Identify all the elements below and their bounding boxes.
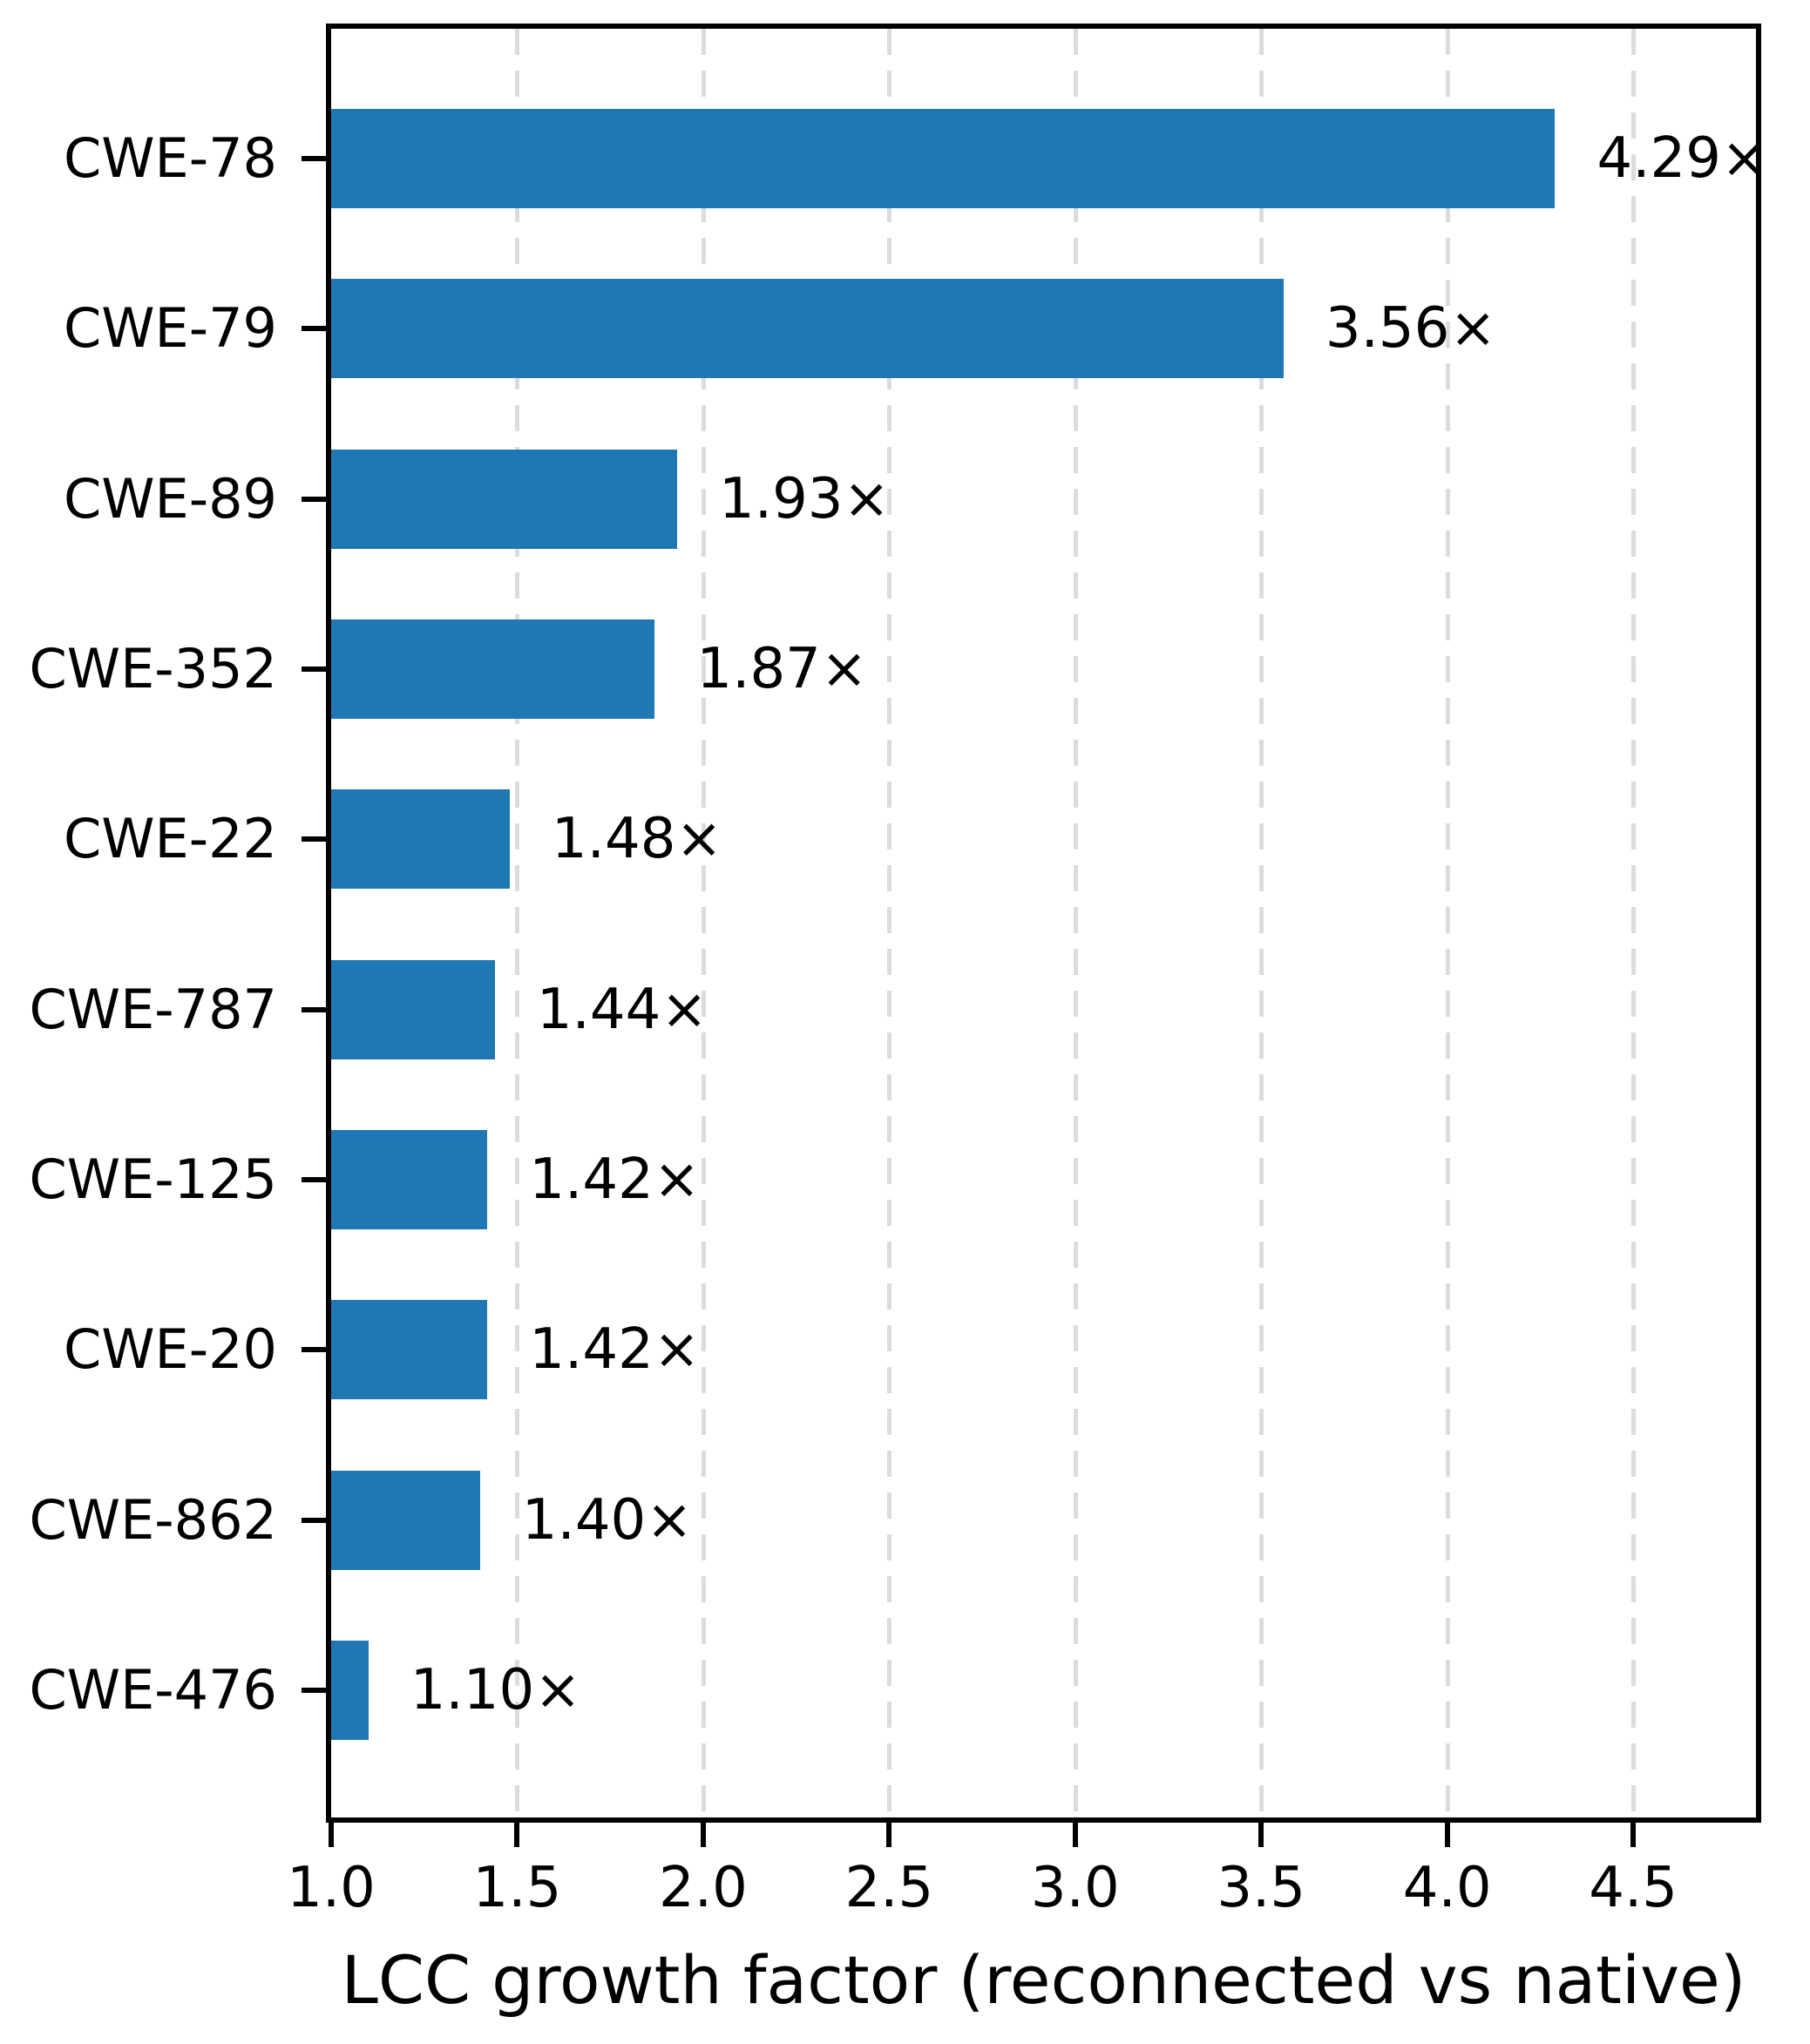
bar-value-label-cwe-78: 4.29× (1596, 126, 1768, 191)
category-label-cwe-20: CWE-20 (63, 1317, 277, 1382)
x-tick-2.0 (700, 1823, 706, 1847)
bar-value-label-cwe-125: 1.42× (529, 1147, 701, 1212)
bar-cwe-79 (331, 279, 1284, 379)
bar-cwe-22 (331, 789, 510, 890)
bar-value-label-cwe-22: 1.48× (551, 807, 723, 872)
bar-cwe-89 (331, 449, 677, 549)
x-tick-label-3.5: 3.5 (1217, 1856, 1306, 1920)
category-label-cwe-862: CWE-862 (29, 1487, 277, 1552)
bar-cwe-787 (331, 959, 495, 1059)
gridline-x-2 (701, 29, 706, 1817)
y-tick-cwe-22 (302, 836, 328, 843)
y-tick-cwe-862 (302, 1517, 328, 1523)
bar-cwe-476 (331, 1641, 369, 1740)
x-tick-3.5 (1258, 1823, 1264, 1847)
y-tick-cwe-787 (302, 1006, 328, 1012)
category-label-cwe-89: CWE-89 (63, 466, 277, 531)
y-tick-cwe-78 (302, 156, 328, 161)
y-tick-cwe-79 (302, 326, 328, 332)
x-tick-label-4.0: 4.0 (1402, 1856, 1492, 1920)
gridline-x-4 (1445, 29, 1450, 1817)
y-tick-cwe-20 (302, 1347, 328, 1353)
y-tick-cwe-89 (302, 496, 328, 502)
x-tick-label-1.0: 1.0 (287, 1856, 376, 1920)
x-tick-label-1.5: 1.5 (472, 1856, 562, 1920)
y-tick-cwe-352 (302, 667, 328, 672)
bar-value-label-cwe-352: 1.87× (696, 637, 868, 701)
bar-value-label-cwe-20: 1.42× (529, 1317, 701, 1383)
plot-area: 4.29× 3.56× 1.93× 1.87× 1.48× 1.44× 1.42× 1.42×… (326, 24, 1768, 1823)
bar-value-label-cwe-862: 1.40× (521, 1487, 693, 1553)
bar-value-label-cwe-89: 1.93× (719, 466, 891, 531)
x-tick-2.5 (886, 1823, 892, 1847)
gridline-x-3.5 (1259, 29, 1264, 1817)
x-tick-3.0 (1072, 1823, 1078, 1847)
x-axis-title: LCC growth factor (reconnected vs native… (341, 1941, 1746, 2019)
gridline-x-4.5 (1631, 29, 1637, 1817)
category-label-cwe-352: CWE-352 (29, 637, 277, 701)
x-tick-1.0 (329, 1823, 334, 1847)
bar-cwe-352 (331, 619, 655, 719)
x-tick-4.5 (1630, 1823, 1637, 1847)
bar-cwe-862 (331, 1470, 480, 1570)
x-tick-label-4.5: 4.5 (1589, 1856, 1678, 1920)
bar-value-label-cwe-787: 1.44× (536, 977, 708, 1042)
x-tick-label-2.0: 2.0 (659, 1856, 748, 1920)
gridline-x-1.5 (515, 29, 520, 1817)
gridline-x-2.5 (887, 29, 892, 1817)
gridline-x-3 (1073, 29, 1078, 1817)
bar-cwe-78 (331, 109, 1556, 208)
bar-value-label-cwe-79: 3.56× (1325, 296, 1496, 362)
bar-value-label-cwe-476: 1.10× (410, 1658, 581, 1723)
category-label-cwe-125: CWE-125 (29, 1147, 277, 1211)
y-tick-cwe-125 (302, 1177, 328, 1182)
bar-cwe-20 (331, 1300, 488, 1400)
category-label-cwe-79: CWE-79 (63, 296, 277, 361)
category-label-cwe-787: CWE-787 (29, 977, 277, 1041)
category-label-cwe-22: CWE-22 (63, 807, 277, 871)
x-tick-1.5 (514, 1823, 520, 1847)
x-tick-4.0 (1444, 1823, 1450, 1847)
category-label-cwe-476: CWE-476 (29, 1658, 277, 1722)
y-tick-cwe-476 (302, 1688, 328, 1693)
x-tick-label-3.0: 3.0 (1030, 1856, 1120, 1920)
bar-cwe-125 (331, 1130, 488, 1229)
category-label-cwe-78: CWE-78 (63, 126, 277, 190)
x-tick-label-2.5: 2.5 (844, 1856, 934, 1920)
